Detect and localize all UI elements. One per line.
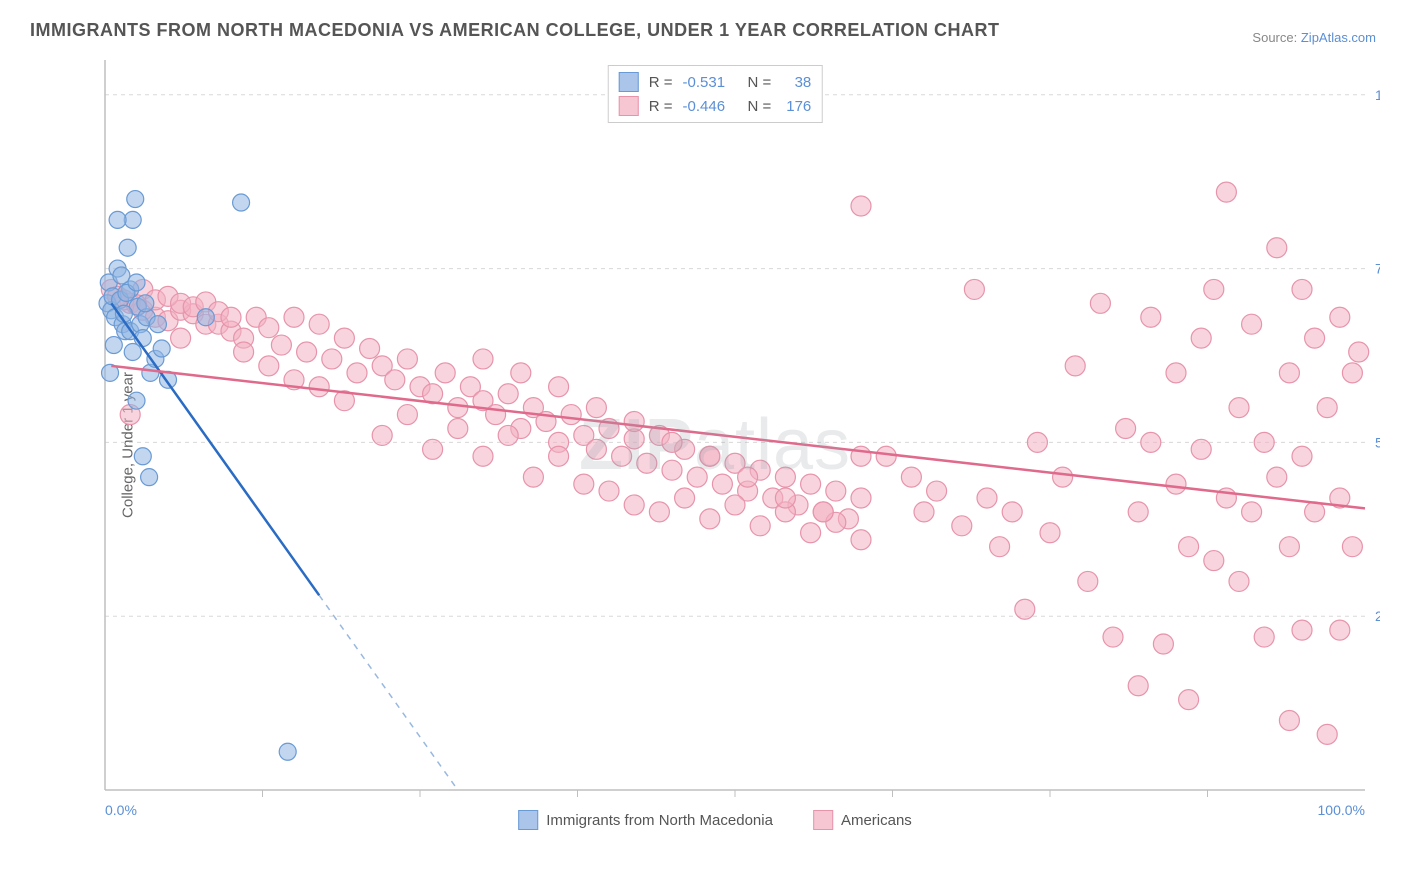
legend-label: Americans	[841, 812, 912, 829]
n-label: N =	[748, 98, 772, 115]
legend-item-pink: Americans	[813, 810, 912, 830]
legend-item-blue: Immigrants from North Macedonia	[518, 810, 773, 830]
legend-swatch-pink	[813, 810, 833, 830]
r-value: -0.531	[683, 74, 738, 91]
svg-text:100.0%: 100.0%	[1318, 802, 1365, 818]
n-label: N =	[748, 74, 772, 91]
source-link[interactable]: ZipAtlas.com	[1301, 30, 1376, 45]
svg-text:100.0%: 100.0%	[1375, 87, 1380, 103]
r-value: -0.446	[683, 98, 738, 115]
legend-swatch-blue	[518, 810, 538, 830]
n-value: 38	[781, 74, 811, 91]
legend-stats-row: R = -0.531 N = 38	[619, 70, 812, 94]
chart-container: College, Under 1 year R = -0.531 N = 38 …	[50, 60, 1380, 830]
source-attribution: Source: ZipAtlas.com	[1252, 30, 1376, 45]
legend-label: Immigrants from North Macedonia	[546, 812, 773, 829]
legend-swatch-blue	[619, 72, 639, 92]
svg-text:75.0%: 75.0%	[1375, 261, 1380, 277]
svg-text:25.0%: 25.0%	[1375, 608, 1380, 624]
svg-text:50.0%: 50.0%	[1375, 434, 1380, 450]
r-label: R =	[649, 74, 673, 91]
svg-text:0.0%: 0.0%	[105, 802, 137, 818]
legend-stats-row: R = -0.446 N = 176	[619, 94, 812, 118]
legend-swatch-pink	[619, 96, 639, 116]
chart-svg: 25.0% 50.0% 75.0% 100.0% 0.0% 100.0%	[50, 60, 1380, 830]
r-label: R =	[649, 98, 673, 115]
chart-title: IMMIGRANTS FROM NORTH MACEDONIA VS AMERI…	[30, 20, 1000, 41]
legend-series: Immigrants from North Macedonia American…	[518, 810, 912, 830]
legend-stats-box: R = -0.531 N = 38 R = -0.446 N = 176	[608, 65, 823, 123]
source-label: Source:	[1252, 30, 1297, 45]
n-value: 176	[781, 98, 811, 115]
